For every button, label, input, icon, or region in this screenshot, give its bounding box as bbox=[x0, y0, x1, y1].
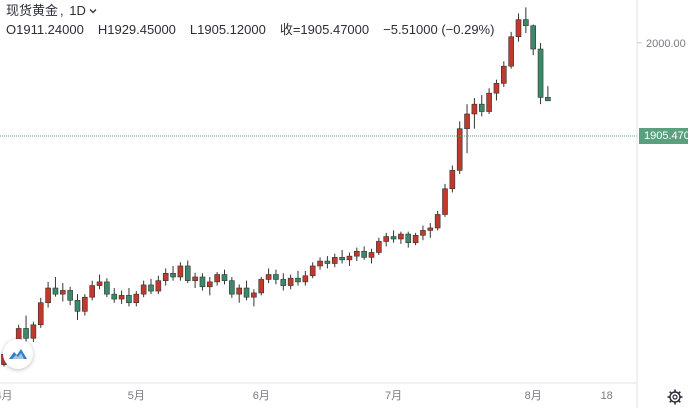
candle-body bbox=[412, 235, 419, 243]
candle-body bbox=[45, 287, 51, 304]
candle-body bbox=[89, 285, 95, 298]
candle-body bbox=[456, 128, 463, 171]
candle-body bbox=[162, 273, 169, 281]
time-axis[interactable]: 4月 5月 6月 7月 8月 18 bbox=[0, 390, 613, 402]
candle-body bbox=[280, 279, 287, 286]
change-value: −5.51000 (−0.29%) bbox=[383, 22, 495, 37]
candle-body bbox=[420, 230, 426, 236]
candle-body bbox=[192, 276, 198, 281]
candle-body bbox=[74, 299, 81, 312]
candle-body bbox=[309, 265, 316, 277]
candle-body bbox=[23, 328, 29, 339]
mountain-logo-icon bbox=[9, 349, 27, 359]
candle-body bbox=[52, 287, 59, 295]
candle-body bbox=[214, 274, 220, 283]
low-value: L1905.12000 bbox=[189, 22, 266, 37]
open-value: O1911.24000 bbox=[6, 22, 84, 37]
candle-body bbox=[545, 96, 551, 102]
candle-body bbox=[493, 83, 500, 94]
y-tick-label: 2000.00 bbox=[646, 38, 686, 50]
candle-body bbox=[317, 260, 323, 267]
candle-body bbox=[478, 103, 485, 112]
x-tick-label: 8月 bbox=[525, 390, 542, 402]
candle-body bbox=[464, 113, 470, 129]
candle-body bbox=[500, 65, 507, 84]
candle-body bbox=[449, 170, 456, 190]
candle-body bbox=[523, 19, 529, 27]
high-value: H1929.45000 bbox=[97, 22, 176, 37]
candle-body bbox=[427, 227, 434, 231]
candle-body bbox=[383, 236, 390, 242]
x-tick-label: 18 bbox=[601, 390, 613, 402]
symbol-row: 现货黄金 , 1D bbox=[6, 3, 494, 19]
candle-body bbox=[353, 250, 360, 257]
candle-body bbox=[339, 257, 345, 261]
chart-logo-button[interactable] bbox=[3, 339, 33, 369]
candle-body bbox=[537, 48, 544, 98]
title-separator: , bbox=[60, 3, 68, 18]
candle-body bbox=[177, 265, 184, 278]
candle-body bbox=[324, 260, 331, 264]
candle-body bbox=[361, 250, 367, 258]
candle-body bbox=[258, 279, 265, 294]
candle-body bbox=[170, 273, 176, 278]
interval-label[interactable]: 1D bbox=[69, 3, 86, 18]
candle-body bbox=[530, 25, 537, 50]
candle-body bbox=[96, 281, 103, 286]
candle-body bbox=[265, 274, 272, 280]
candle-body bbox=[442, 188, 448, 215]
candle-body bbox=[273, 274, 279, 280]
candle-body bbox=[148, 284, 154, 292]
legend-header: 现货黄金 , 1D O1911.24000 H1929.45000 L1905.… bbox=[6, 3, 494, 38]
candle-body bbox=[508, 36, 514, 67]
candle-body bbox=[251, 292, 257, 298]
candle-body bbox=[104, 281, 110, 295]
price-axis[interactable]: 2000.00 bbox=[637, 38, 686, 50]
candle-body bbox=[346, 255, 353, 261]
candle-body bbox=[118, 295, 125, 300]
candle-series bbox=[1, 7, 551, 367]
gear-icon[interactable] bbox=[667, 389, 683, 405]
x-tick-label: 7月 bbox=[385, 390, 402, 402]
candle-body bbox=[398, 233, 404, 240]
x-tick-label: 5月 bbox=[128, 390, 145, 402]
candle-body bbox=[140, 284, 147, 295]
chevron-down-icon[interactable] bbox=[88, 6, 98, 16]
symbol-title[interactable]: 现货黄金 bbox=[6, 3, 59, 18]
candle-body bbox=[207, 281, 213, 288]
x-tick-label: 4月 bbox=[0, 390, 13, 402]
candle-body bbox=[302, 275, 309, 283]
candle-body bbox=[331, 257, 338, 264]
candle-body bbox=[405, 233, 412, 243]
candle-body bbox=[486, 92, 492, 112]
candle-body bbox=[390, 236, 397, 240]
candle-body bbox=[434, 214, 441, 229]
candle-body bbox=[295, 277, 301, 283]
last-price-tag: 1905.47000 bbox=[639, 128, 688, 144]
candle-body bbox=[155, 280, 162, 292]
candle-body bbox=[133, 293, 140, 304]
candle-body bbox=[82, 296, 88, 312]
candle-body bbox=[59, 290, 66, 295]
candle-body bbox=[515, 19, 522, 38]
ohlc-row: O1911.24000 H1929.45000 L1905.12000 收=19… bbox=[6, 22, 494, 38]
x-tick-label: 6月 bbox=[253, 390, 270, 402]
candle-body bbox=[184, 265, 191, 281]
candle-body bbox=[67, 290, 73, 301]
candle-body bbox=[471, 103, 478, 115]
candle-body bbox=[243, 287, 250, 298]
candle-body bbox=[111, 293, 118, 300]
candle-body bbox=[236, 287, 242, 295]
close-value: 收=1905.47000 bbox=[279, 22, 370, 37]
candle-body bbox=[368, 252, 375, 258]
candle-body bbox=[30, 324, 37, 339]
candle-body bbox=[126, 295, 132, 304]
candle-body bbox=[199, 276, 206, 288]
candle-body bbox=[287, 277, 294, 286]
candle-body bbox=[221, 274, 228, 281]
candle-body bbox=[37, 302, 44, 326]
candle-body bbox=[229, 280, 235, 295]
candle-body bbox=[376, 241, 382, 253]
